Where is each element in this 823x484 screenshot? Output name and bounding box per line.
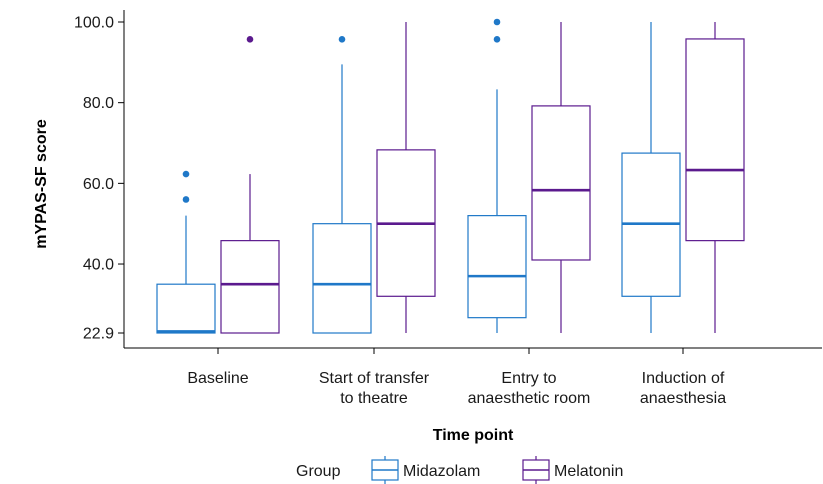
outlier-point [246, 36, 254, 43]
legend-label: Midazolam [403, 463, 480, 480]
iqr-box [685, 38, 745, 242]
legend-item-midazolam: Midazolam [371, 456, 480, 484]
box-midazolam-3 [621, 22, 681, 333]
y-tick-label: 22.9 [83, 326, 114, 343]
box-midazolam-0 [156, 170, 216, 334]
outlier-point [493, 18, 501, 26]
iqr-box [467, 215, 527, 319]
y-tick-label: 60.0 [83, 176, 114, 193]
outlier-point [493, 36, 501, 43]
y-tick-label: 100.0 [74, 15, 114, 32]
x-axis-title: Time point [433, 427, 514, 444]
outlier-point [182, 196, 190, 203]
legend-label: Melatonin [554, 463, 623, 480]
x-tick-label: Induction of anaesthesia [640, 370, 726, 407]
x-axis: Baseline Start of transfer to theatre Entry… [124, 347, 822, 407]
box-melatonin-0 [220, 36, 280, 334]
box-melatonin-2 [531, 22, 591, 333]
box-midazolam-1 [312, 36, 372, 334]
legend-title: Group [296, 463, 341, 480]
y-axis-title: mYPAS-SF score [33, 119, 50, 249]
legend: Group Midazolam Melatonin [296, 456, 623, 484]
x-tick-label: Start of transfer to theatre [319, 370, 430, 407]
iqr-box [156, 283, 216, 334]
box-midazolam-2 [467, 18, 527, 333]
x-tick-label: Entry to anaesthetic room [468, 370, 591, 407]
iqr-box [312, 223, 372, 334]
plot-area [156, 18, 745, 334]
outlier-point [182, 170, 190, 178]
y-tick-label: 80.0 [83, 95, 114, 112]
legend-item-melatonin: Melatonin [522, 456, 623, 484]
iqr-box [531, 105, 591, 261]
box-melatonin-3 [685, 22, 745, 333]
outlier-point [338, 36, 346, 43]
y-axis: 22.9 40.0 60.0 80.0 100.0 [74, 10, 125, 348]
y-tick-label: 40.0 [83, 257, 114, 274]
x-tick-label: Baseline [187, 370, 248, 387]
iqr-box [220, 240, 280, 334]
box-melatonin-1 [376, 22, 436, 333]
